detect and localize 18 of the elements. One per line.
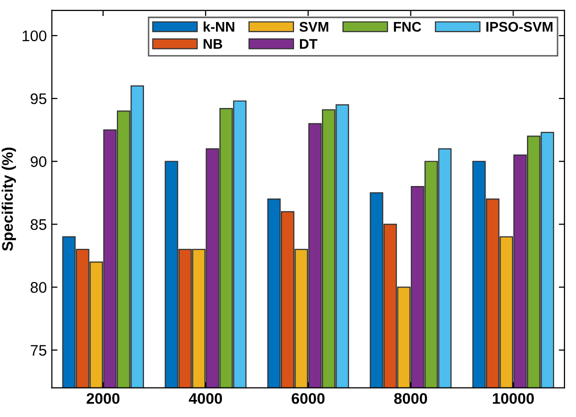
y-tick-label: 85 [30, 219, 46, 230]
y-tick-label: 95 [30, 93, 46, 104]
y-tick-label: 80 [30, 282, 46, 293]
legend-label: IPSO-SVM [486, 22, 552, 32]
legend-label: k-NN [204, 22, 234, 32]
x-tick-label: 10000 [492, 393, 534, 404]
x-tick-label: 6000 [292, 393, 325, 404]
y-tick-label: 90 [30, 156, 46, 168]
legend-label: SVM [299, 22, 328, 32]
x-tick-label: 2000 [86, 393, 120, 404]
legend-label: FNC [394, 22, 422, 32]
y-tick-label: 100 [22, 30, 46, 42]
legend-label: NB [204, 39, 222, 49]
y-axis-title: Specificity (%) [2, 148, 16, 251]
legend-label: DT [300, 39, 318, 49]
x-tick-label: 8000 [394, 393, 428, 404]
y-tick-label: 75 [30, 345, 46, 356]
x-tick-label: 4000 [188, 393, 222, 404]
